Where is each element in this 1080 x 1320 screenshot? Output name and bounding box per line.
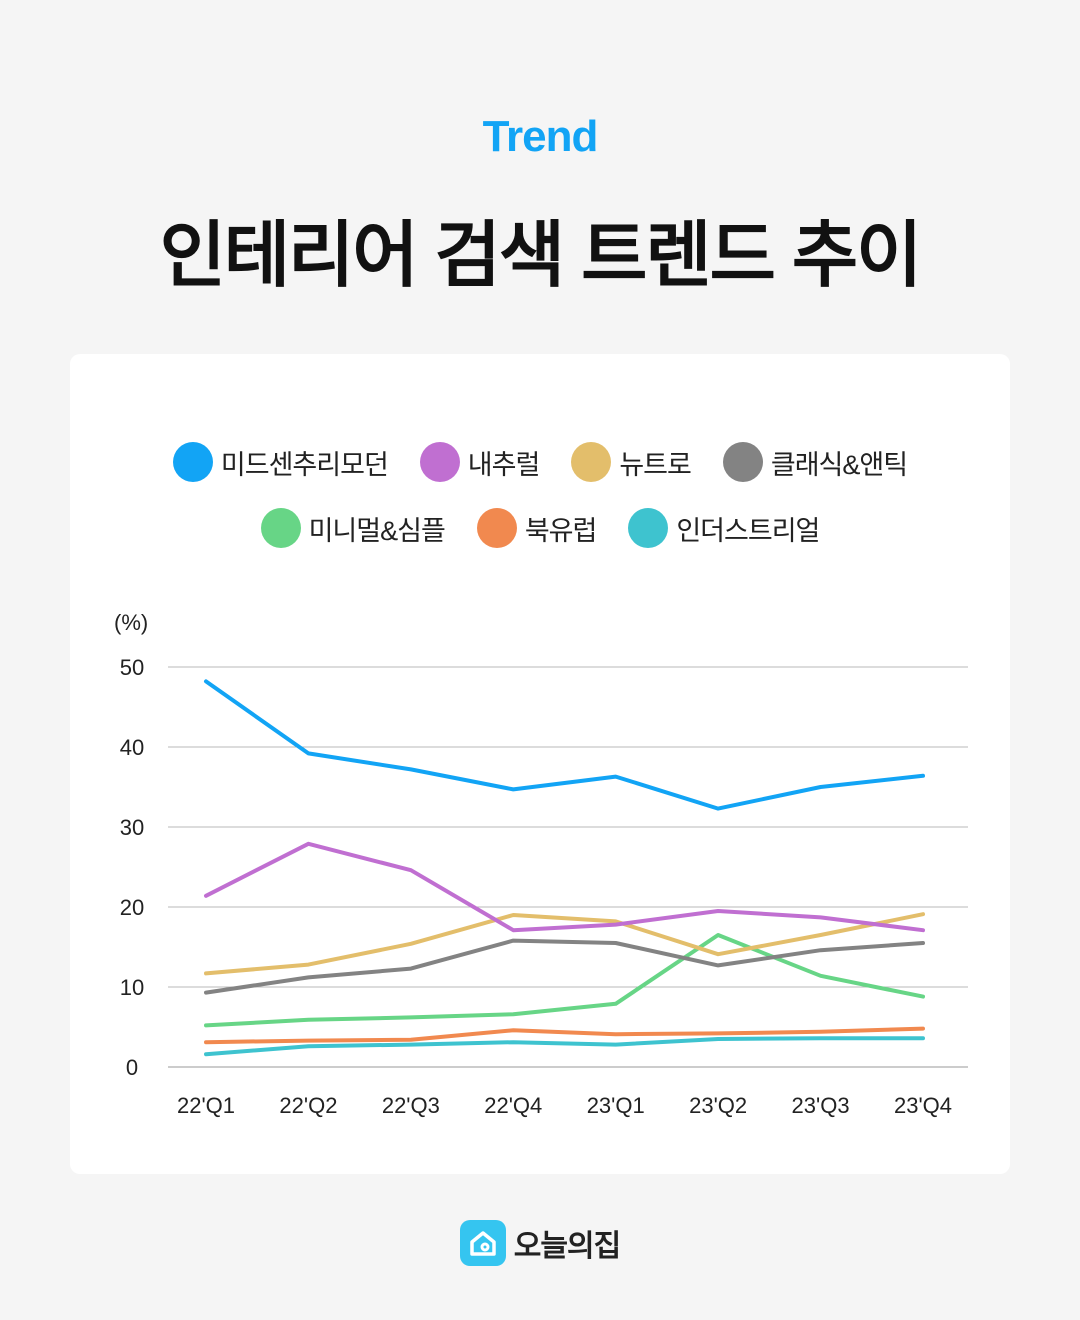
- x-tick-label: 22'Q3: [382, 1093, 440, 1118]
- x-tick-label: 23'Q1: [587, 1093, 645, 1118]
- y-axis-unit-label: (%): [114, 610, 148, 635]
- series-line: [204, 912, 925, 976]
- legend-label: 북유럽: [524, 515, 598, 546]
- legend-row-1: 미드센추리모던 내추럴 뉴트로 클래식&앤틱: [70, 442, 1010, 482]
- y-tick-label: 30: [120, 815, 144, 840]
- house-icon: [459, 1220, 506, 1266]
- series-line: [204, 933, 925, 1028]
- legend-swatch: [476, 508, 517, 548]
- y-tick-label: 20: [120, 895, 144, 920]
- legend-label: 미드센추리모던: [220, 449, 389, 480]
- legend-swatch: [419, 442, 460, 482]
- legend-item-mid-century-modern: 미드센추리모던: [172, 442, 389, 482]
- brand-name: 오늘의집: [513, 1230, 621, 1263]
- y-tick-label: 10: [120, 975, 144, 1000]
- legend-label: 내추럴: [467, 449, 541, 480]
- legend-item-minimal-simple: 미니멀&심플: [260, 508, 446, 548]
- page-title: 인테리어 검색 트렌드 추이: [159, 216, 923, 296]
- legend-label: 인더스트리얼: [676, 515, 820, 546]
- chart-card: 미드센추리모던 내추럴 뉴트로 클래식&앤틱 미니멀&심플 북유럽 인더스트리얼…: [70, 354, 1010, 1174]
- legend-swatch: [172, 442, 213, 482]
- x-tick-label: 23'Q2: [689, 1093, 747, 1118]
- series-line: [204, 938, 925, 995]
- legend-item-nordic: 북유럽: [476, 508, 598, 548]
- y-tick-label: 0: [126, 1055, 138, 1080]
- footer-logo: 오늘의집: [0, 1220, 1080, 1266]
- series-line: [204, 1026, 925, 1045]
- x-tick-label: 22'Q2: [279, 1093, 337, 1118]
- x-tick-label: 22'Q4: [484, 1093, 542, 1118]
- legend-row-2: 미니멀&심플 북유럽 인더스트리얼: [70, 508, 1010, 548]
- legend-swatch: [571, 442, 612, 482]
- legend-label: 뉴트로: [619, 449, 692, 480]
- series-line: [204, 841, 925, 933]
- y-tick-label: 50: [120, 655, 144, 680]
- x-tick-label: 23'Q4: [894, 1093, 952, 1118]
- line-chart: (%) 0 10 20 30 40 50 22'Q1 22'Q2 22'Q3 22'Q4 23'Q1 2…: [114, 610, 968, 1118]
- x-tick-label: 22'Q1: [177, 1093, 235, 1118]
- y-tick-label: 40: [120, 735, 144, 760]
- legend-item-natural: 내추럴: [419, 442, 541, 482]
- legend-item-industrial: 인더스트리얼: [628, 508, 820, 548]
- legend-item-newtro: 뉴트로: [571, 442, 692, 482]
- series-line: [204, 679, 925, 811]
- legend-label: 미니멀&심플: [308, 515, 446, 546]
- legend-item-classic-antique: 클래식&앤틱: [722, 442, 908, 482]
- legend-label: 클래식&앤틱: [770, 449, 908, 480]
- kicker-label: Trend: [482, 112, 599, 161]
- legend-swatch: [260, 508, 301, 548]
- series-line: [204, 1036, 925, 1057]
- legend-swatch: [628, 508, 669, 548]
- legend-swatch: [722, 442, 763, 482]
- x-tick-label: 23'Q3: [792, 1093, 850, 1118]
